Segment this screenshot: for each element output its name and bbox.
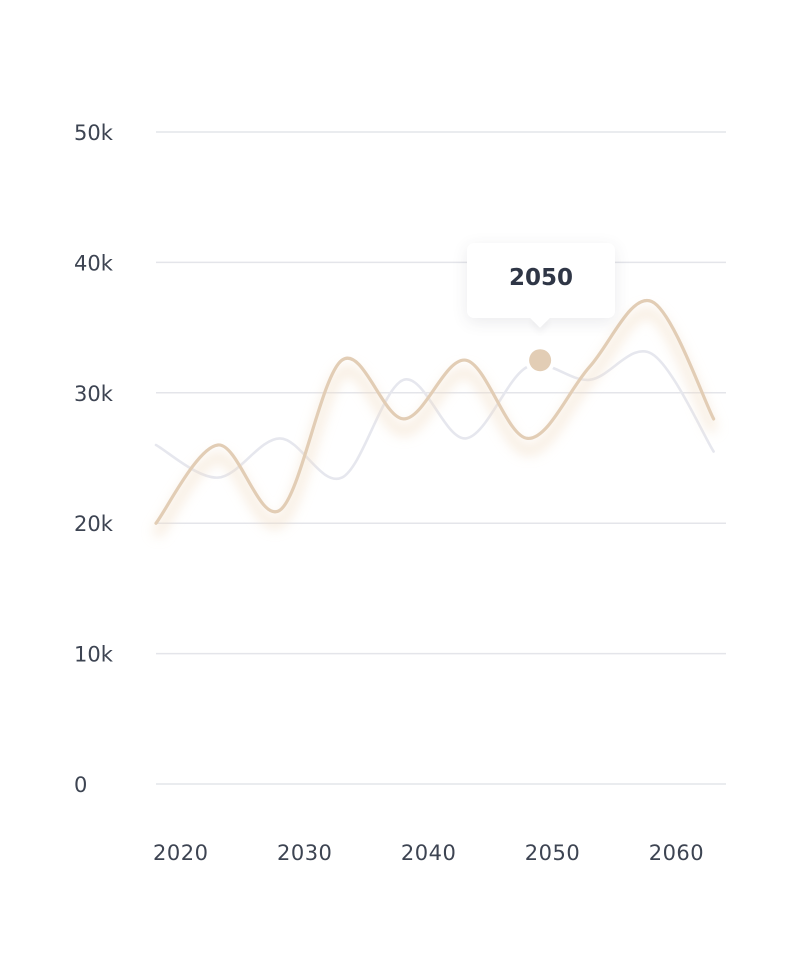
x-tick-label: 2050 [525, 841, 580, 865]
series-line [154, 350, 715, 481]
highlight-point [529, 349, 552, 372]
y-tick-label: 40k [74, 251, 114, 275]
series-line-glow [151, 307, 719, 539]
tooltip: 2050 [467, 243, 615, 318]
y-tick-label: 0 [74, 773, 87, 797]
x-tick-label: 2020 [153, 841, 208, 865]
series-line [154, 298, 716, 525]
y-tick-label: 50k [74, 121, 114, 145]
grid-lines [156, 131, 726, 785]
y-axis-tick-labels: 0 10k 20k 30k 40k 50k [74, 121, 114, 797]
x-tick-label: 2060 [649, 841, 704, 865]
y-tick-label: 10k [74, 643, 114, 667]
tooltip-label: 2050 [508, 265, 573, 291]
x-axis-tick-labels: 2020 2030 2040 2050 2060 [153, 841, 704, 865]
x-tick-label: 2030 [277, 841, 332, 865]
y-tick-label: 20k [74, 512, 114, 536]
series-lines [151, 298, 719, 539]
y-tick-label: 30k [74, 382, 114, 406]
x-tick-label: 2040 [401, 841, 456, 865]
highlight-marker [525, 345, 556, 376]
